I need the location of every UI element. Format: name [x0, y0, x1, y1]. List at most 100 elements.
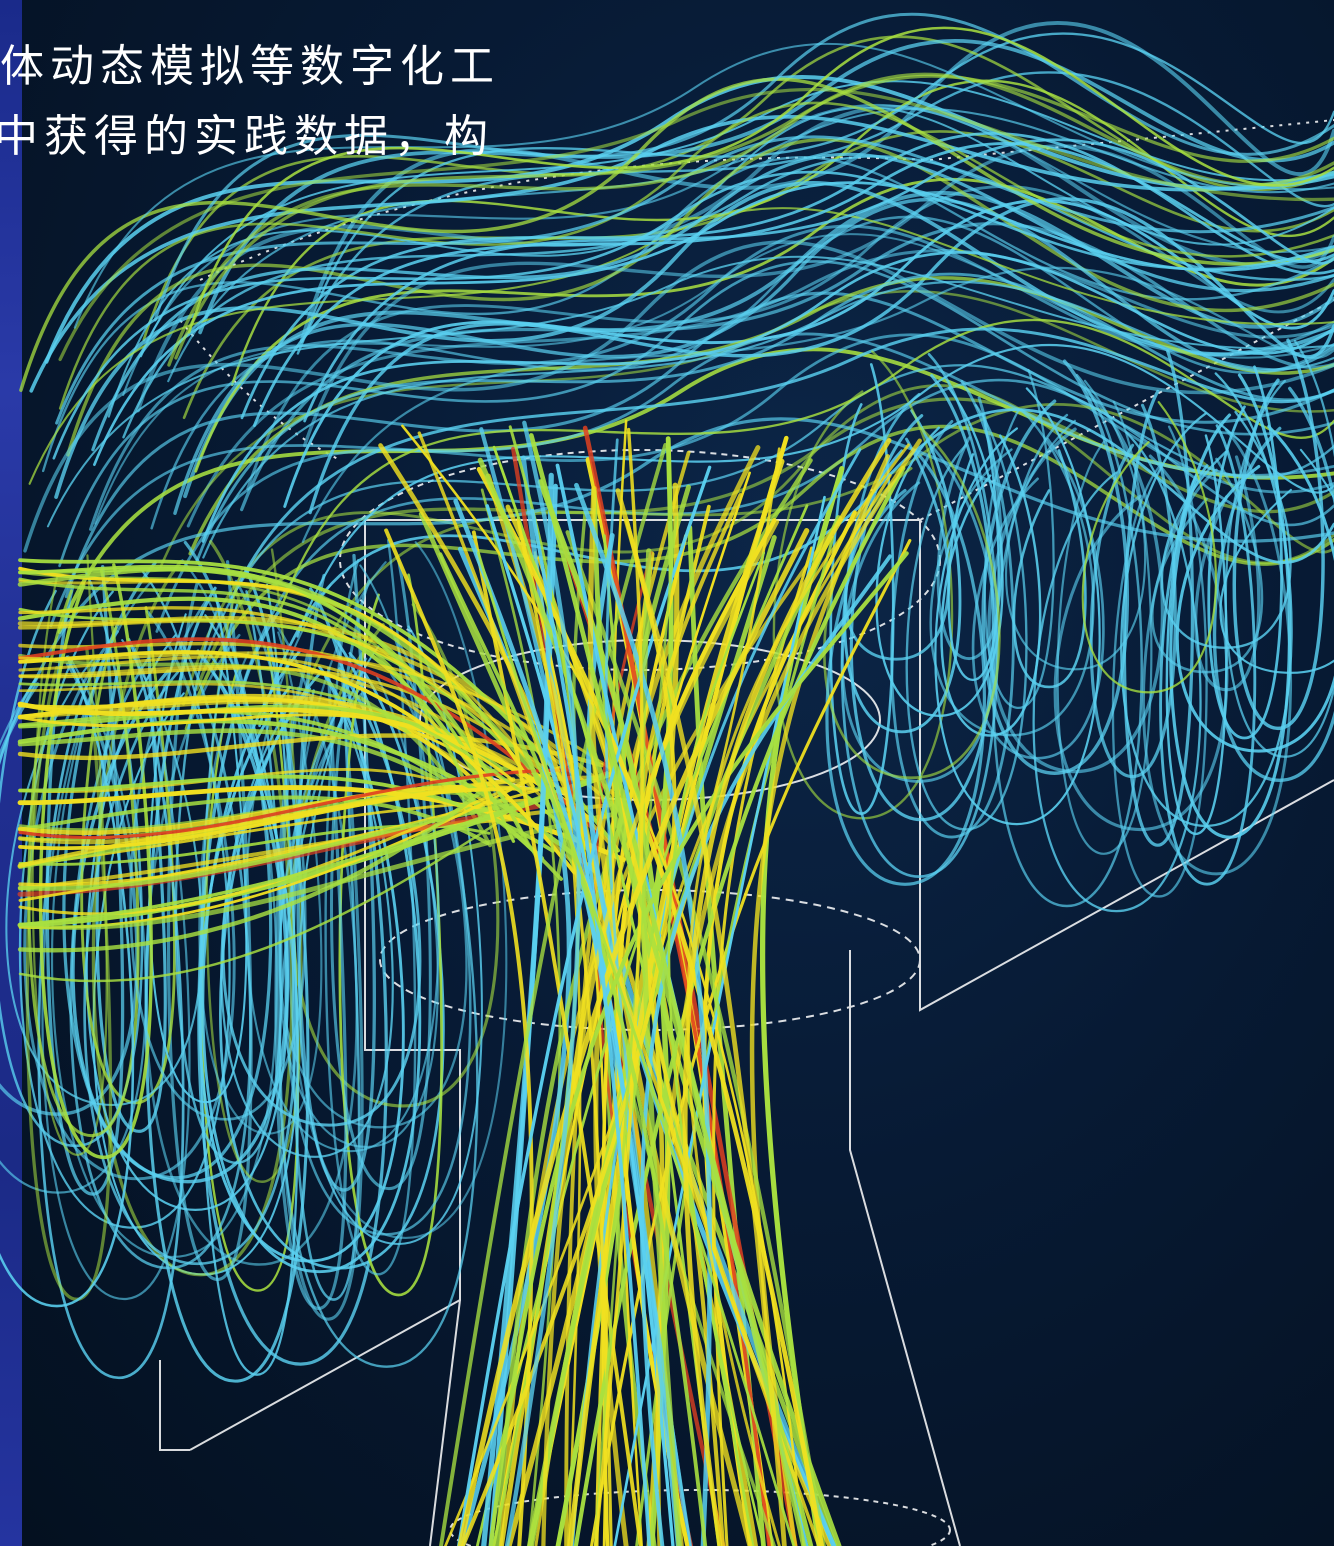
- streamline: [18, 696, 557, 820]
- streamline: [844, 437, 950, 661]
- streamline: [55, 135, 1334, 425]
- streamline: [93, 181, 1334, 467]
- streamline: [198, 39, 1334, 335]
- streamline: [947, 413, 1000, 682]
- streamline: [229, 327, 1334, 602]
- streamline: [476, 466, 825, 1546]
- streamline: [174, 74, 1334, 360]
- streamline: [18, 767, 486, 803]
- streamline: [604, 438, 693, 1546]
- streamline: [202, 280, 1334, 559]
- streamline: [44, 75, 1334, 364]
- streamline: [148, 593, 248, 1104]
- streamline: [1194, 455, 1261, 692]
- streamline: [18, 768, 572, 840]
- streamline: [51, 559, 278, 1259]
- streamline: [296, 343, 1334, 638]
- streamline: [122, 155, 1334, 439]
- streamline: [199, 583, 299, 1376]
- streamlines-group: [0, 12, 1334, 1546]
- caption-line-1: 体动态模拟等数字化工: [0, 41, 500, 92]
- caption-line-2: 中获得的实践数据，构: [0, 111, 494, 162]
- streamline: [230, 79, 1334, 387]
- streamline: [46, 255, 1334, 528]
- streamline: [18, 577, 483, 820]
- streamline: [18, 637, 599, 835]
- streamline: [144, 613, 358, 1266]
- streamline: [23, 240, 1334, 553]
- streamline: [182, 384, 1334, 706]
- streamline: [17, 784, 536, 836]
- streamline: [477, 551, 796, 1546]
- streamline: [18, 787, 502, 851]
- streamline: [195, 272, 1334, 563]
- streamline: [220, 675, 394, 1158]
- streamline: [1160, 410, 1292, 650]
- streamline: [136, 104, 1334, 413]
- streamline: [635, 536, 835, 1546]
- streamline: [17, 785, 626, 863]
- streamline: [18, 713, 514, 782]
- streamline: [1056, 400, 1153, 855]
- streamline: [252, 142, 1334, 428]
- streamline: [992, 373, 1143, 908]
- streamline: [18, 567, 531, 848]
- streamline: [825, 448, 986, 886]
- streamline: [182, 130, 1334, 420]
- streamline: [302, 144, 1334, 448]
- streamline: [17, 566, 584, 838]
- streamline: [541, 519, 780, 1546]
- streamline: [308, 197, 1334, 515]
- streamline: [589, 538, 912, 1546]
- streamline: [1111, 425, 1208, 898]
- streamline: [574, 482, 713, 1546]
- streamline: [173, 197, 1334, 515]
- streamline: [530, 508, 652, 1546]
- streamline: [18, 680, 599, 861]
- streamline: [73, 42, 1334, 329]
- streamline: [167, 72, 1334, 367]
- streamline: [17, 812, 614, 930]
- streamline: [18, 607, 565, 816]
- streamline: [303, 138, 1334, 423]
- streamline: [58, 101, 1334, 410]
- streamline: [1012, 449, 1087, 689]
- streamline: [1089, 403, 1177, 779]
- streamline: [17, 718, 598, 874]
- streamline: [477, 457, 807, 1546]
- streamline: [278, 674, 439, 1148]
- streamline: [17, 791, 481, 953]
- streamline: [291, 669, 361, 1301]
- streamline: [144, 566, 310, 1383]
- streamline: [1219, 448, 1334, 674]
- streamline: [457, 528, 810, 1546]
- streamline: [17, 596, 499, 813]
- streamline: [29, 115, 1334, 393]
- streamline: [1081, 401, 1217, 694]
- streamline: [0, 662, 139, 1116]
- caption-text: 体动态模拟等数字化工 中获得的实践数据，构: [0, 32, 500, 172]
- streamline: [616, 518, 777, 1546]
- streamline: [475, 504, 809, 1546]
- streamline: [94, 233, 1334, 525]
- streamline: [593, 427, 644, 1546]
- streamline: [438, 552, 708, 1546]
- streamline: [17, 701, 590, 820]
- streamline: [58, 87, 1334, 362]
- streamline: [174, 590, 283, 1165]
- streamline: [301, 266, 1334, 543]
- streamline: [480, 488, 562, 1546]
- streamline: [686, 443, 910, 1546]
- streamline: [0, 655, 135, 1308]
- streamline: [1165, 434, 1228, 836]
- streamline: [1175, 424, 1334, 753]
- streamline: [929, 408, 1095, 737]
- streamline: [17, 728, 545, 861]
- streamline: [682, 437, 892, 1546]
- streamline: [587, 485, 753, 1546]
- streamline: [615, 488, 787, 1546]
- streamline: [504, 420, 582, 1546]
- streamline: [274, 666, 348, 1311]
